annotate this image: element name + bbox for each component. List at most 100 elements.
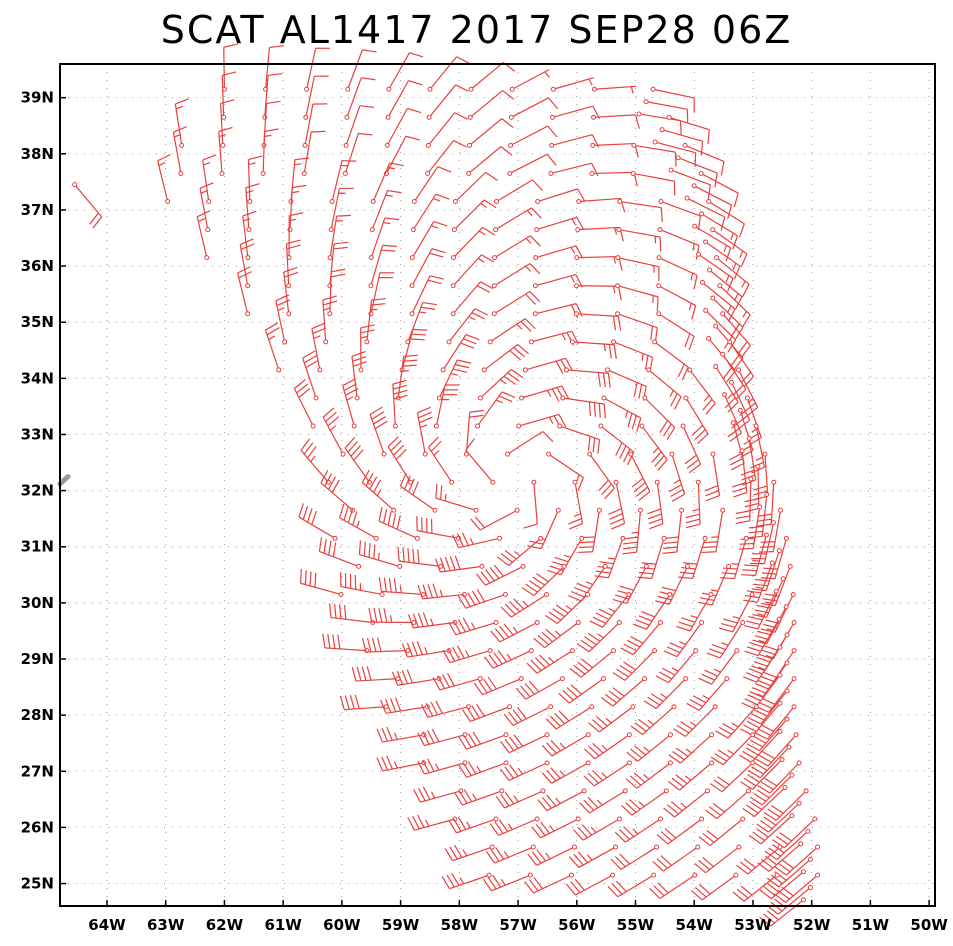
barb-feather <box>454 792 463 806</box>
barb-feather <box>704 485 719 492</box>
barb-feather <box>607 885 619 898</box>
barb-station <box>783 604 789 610</box>
barb-feather <box>521 587 535 597</box>
barb-feather <box>672 750 685 761</box>
barb-feather <box>432 676 441 691</box>
barb-feather <box>754 635 770 641</box>
wind-barb <box>643 676 689 710</box>
barb-feather <box>356 666 362 681</box>
barb-half-feather <box>765 654 774 659</box>
barb-half-feather <box>586 854 593 861</box>
wind-barb <box>344 437 372 485</box>
barb-half-feather <box>218 133 227 138</box>
barb-staff <box>427 140 455 174</box>
barb-feather <box>699 884 711 895</box>
wind-barb <box>221 43 238 92</box>
barb-staff <box>751 731 781 763</box>
barb-staff <box>417 530 459 539</box>
barb-staff <box>760 815 793 845</box>
barb-feather <box>371 411 385 420</box>
barb-feather <box>743 676 757 683</box>
barb-feather <box>705 403 716 415</box>
barb-staff <box>458 537 500 549</box>
barb-half-feather <box>756 693 764 698</box>
barb-feather <box>573 853 584 866</box>
wind-barb <box>531 816 581 839</box>
barb-feather <box>778 862 791 873</box>
barb-staff <box>638 113 681 122</box>
wind-barb <box>546 451 584 492</box>
barb-feather <box>302 505 309 520</box>
barb-feather <box>634 722 647 732</box>
barb-staff <box>536 846 575 866</box>
barb-half-feather <box>710 589 719 592</box>
wind-barb <box>285 239 301 289</box>
barb-station <box>763 532 769 538</box>
x-tick-label: 54W <box>676 916 714 934</box>
wind-barb <box>534 216 585 233</box>
barb-feather <box>381 727 388 742</box>
barb-feather <box>744 497 759 503</box>
barb-feather <box>633 382 638 397</box>
barb-half-feather <box>512 626 519 634</box>
barb-feather <box>662 667 676 676</box>
barb-feather <box>774 866 787 876</box>
wind-barb <box>579 788 628 814</box>
barb-feather <box>394 697 402 712</box>
barb-staff <box>701 874 737 901</box>
barb-feather <box>490 630 501 643</box>
barb-feather <box>361 638 367 653</box>
barb-station <box>753 704 759 710</box>
barb-feather <box>749 801 763 811</box>
barb-half-feather <box>383 222 391 225</box>
barb-feather <box>220 99 235 105</box>
barb-station <box>684 195 690 201</box>
wind-barb <box>384 107 422 148</box>
barb-feather <box>663 807 675 818</box>
barb-feather <box>307 446 317 459</box>
barb-station <box>683 395 689 401</box>
barb-feather <box>759 654 774 660</box>
barb-half-feather <box>612 286 616 294</box>
wind-barb <box>427 56 470 92</box>
barb-feather <box>555 604 569 614</box>
barb-feather <box>467 733 477 747</box>
barb-station <box>479 563 485 569</box>
barb-feather <box>633 772 646 783</box>
barb-station <box>450 255 456 261</box>
barb-feather <box>655 600 670 605</box>
barb-feather <box>454 555 461 570</box>
barb-station <box>654 479 660 485</box>
barb-station <box>450 283 456 289</box>
barb-feather <box>492 874 502 888</box>
barb-feather <box>712 802 725 813</box>
barb-feather <box>370 303 386 306</box>
barb-feather <box>685 518 700 524</box>
wind-barb <box>283 266 299 317</box>
barb-half-feather <box>466 821 472 829</box>
barb-staff <box>535 274 577 287</box>
barb-feather <box>647 508 662 515</box>
barb-feather <box>343 383 357 392</box>
barb-half-feather <box>277 307 285 312</box>
barb-feather <box>618 828 631 840</box>
barb-feather <box>378 608 383 623</box>
barb-station <box>549 114 555 120</box>
barb-feather <box>731 462 745 471</box>
barb-staff <box>385 135 407 174</box>
barb-feather <box>718 726 732 735</box>
barb-station <box>692 223 698 229</box>
barb-half-feather <box>743 440 751 445</box>
wind-barb <box>666 114 710 145</box>
wind-barb <box>399 328 428 373</box>
barb-half-feather <box>596 799 603 806</box>
wind-barb <box>639 423 668 471</box>
barb-feather <box>748 615 763 621</box>
barb-staff <box>466 762 507 778</box>
barb-staff <box>697 482 701 525</box>
barb-feather <box>760 602 776 607</box>
barb-station <box>691 183 697 189</box>
barb-station <box>301 170 307 176</box>
barb-staff <box>617 257 660 268</box>
barb-staff <box>593 762 630 787</box>
